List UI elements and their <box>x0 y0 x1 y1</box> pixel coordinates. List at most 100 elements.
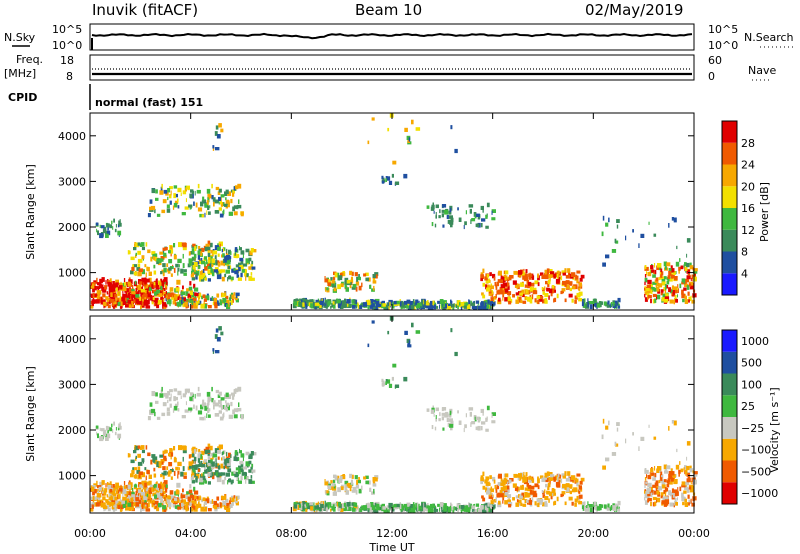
velocity-echo-cell <box>424 505 426 511</box>
velocity-echo-cell <box>299 501 303 506</box>
velocity-echo-cell <box>546 471 550 477</box>
time-axis: 00:00 04:00 08:00 12:00 16:00 20:00 00:00 <box>74 113 710 540</box>
velocity-echo-cell <box>481 495 484 499</box>
power-echo-cell <box>199 213 204 218</box>
power-echo-cell <box>654 287 657 292</box>
velocity-echo-cell <box>469 411 472 417</box>
power-echo-cell <box>106 303 108 307</box>
power-echo-cell <box>497 279 502 283</box>
power-echo-cell <box>485 214 488 219</box>
velocity-echo-cell <box>235 467 240 471</box>
velocity-echo-cell <box>140 445 145 450</box>
velocity-echo-cell <box>331 482 335 487</box>
power-echo-cell <box>228 249 231 255</box>
y-tick-label: 2000 <box>58 424 86 437</box>
velocity-echo-cell <box>242 457 244 462</box>
velocity-echo-cell <box>492 504 496 509</box>
velocity-echo-cell <box>309 502 314 507</box>
velocity-echo-cell <box>166 407 170 411</box>
velocity-echo-cell <box>367 343 370 348</box>
power-echo-cell <box>218 196 222 201</box>
velocity-echo-cell <box>206 391 211 397</box>
velocity-echo-cell <box>197 410 203 415</box>
power-echo-cell <box>105 296 107 300</box>
power-echo-cell <box>507 298 513 303</box>
power-echo-cell <box>118 298 122 304</box>
velocity-echo-cell <box>228 505 230 511</box>
power-echo-cell <box>612 300 616 304</box>
velocity-echo-cell <box>162 450 166 454</box>
power-echo-cell <box>164 283 168 288</box>
power-echo-cell <box>433 304 436 310</box>
velocity-echo-cell <box>667 479 671 485</box>
velocity-echo-cell <box>198 449 201 453</box>
power-echo-cell <box>160 285 163 290</box>
power-echo-cell <box>551 285 555 289</box>
velocity-echo-cell <box>519 495 523 499</box>
velocity-echo-cell <box>338 478 343 484</box>
power-echo-cell <box>239 257 244 262</box>
power-echo-cell <box>201 270 203 274</box>
power-echo-cell <box>154 291 157 296</box>
power-echo-cell <box>370 299 374 304</box>
velocity-echo-cell <box>435 407 439 412</box>
power-echo-cell <box>491 209 496 213</box>
velocity-echo-cell <box>228 414 233 419</box>
power-echo-cell <box>487 299 490 305</box>
velocity-echo-cell <box>155 489 158 493</box>
power-echo-cell <box>576 279 579 284</box>
velocity-echo-cell <box>409 505 413 510</box>
velocity-echo-cell <box>207 508 212 512</box>
freq-unit: [MHz] <box>4 67 36 80</box>
velocity-echo-cell <box>214 448 219 453</box>
velocity-echo-cell <box>293 504 297 509</box>
power-echo-cell <box>134 280 137 285</box>
power-echo-cell <box>167 299 172 305</box>
velocity-echo-cell <box>441 507 443 512</box>
velocity-echo-cell <box>178 445 182 451</box>
velocity-echo-cell <box>109 427 113 432</box>
velocity-echo-cell <box>109 503 111 508</box>
power-echo-cell <box>650 265 654 270</box>
power-echo-cell <box>516 296 519 300</box>
velocity-echo-cell <box>610 505 613 510</box>
power-echo-cell <box>90 282 92 286</box>
velocity-echo-cell <box>106 506 108 510</box>
velocity-echo-cell <box>91 504 94 509</box>
power-echo-cell <box>464 221 467 226</box>
power-colorbar-swatch <box>722 186 737 208</box>
velocity-echo-cell <box>552 493 554 497</box>
velocity-echo-cell <box>123 481 126 486</box>
power-echo-cell <box>135 299 140 304</box>
velocity-echo-cell <box>203 402 206 407</box>
velocity-echo-cell <box>644 500 648 505</box>
power-echo-cell <box>182 247 187 251</box>
power-echo-cell <box>558 277 560 282</box>
power-echo-cell <box>150 205 156 211</box>
velocity-echo-cell <box>489 475 492 480</box>
power-echo-cell <box>552 288 555 294</box>
power-echo-cell <box>207 240 211 246</box>
velocity-echo-cell <box>182 393 187 398</box>
power-echo-cell <box>96 228 98 233</box>
power-echo-cell <box>227 265 231 269</box>
velocity-echo-cell <box>215 505 220 509</box>
velocity-echo-cell <box>429 503 433 508</box>
power-echo-cell <box>127 292 130 297</box>
power-echo-cell <box>660 289 664 293</box>
velocity-echo-cell <box>690 480 692 485</box>
velocity-echo-cell <box>201 417 205 421</box>
velocity-echo-cell <box>160 488 163 493</box>
velocity-echo-cell <box>491 413 493 418</box>
velocity-echo-cell <box>471 505 475 510</box>
velocity-echo-cell <box>340 508 344 512</box>
power-echo-cell <box>189 193 193 198</box>
velocity-echo-cell <box>518 499 522 504</box>
power-echo-cell <box>167 297 171 301</box>
velocity-echo-cell <box>163 470 167 476</box>
velocity-echo-cell <box>144 501 147 505</box>
power-echo-cell <box>173 267 176 273</box>
velocity-echo-cell <box>363 476 367 480</box>
power-echo-cell <box>617 297 621 303</box>
